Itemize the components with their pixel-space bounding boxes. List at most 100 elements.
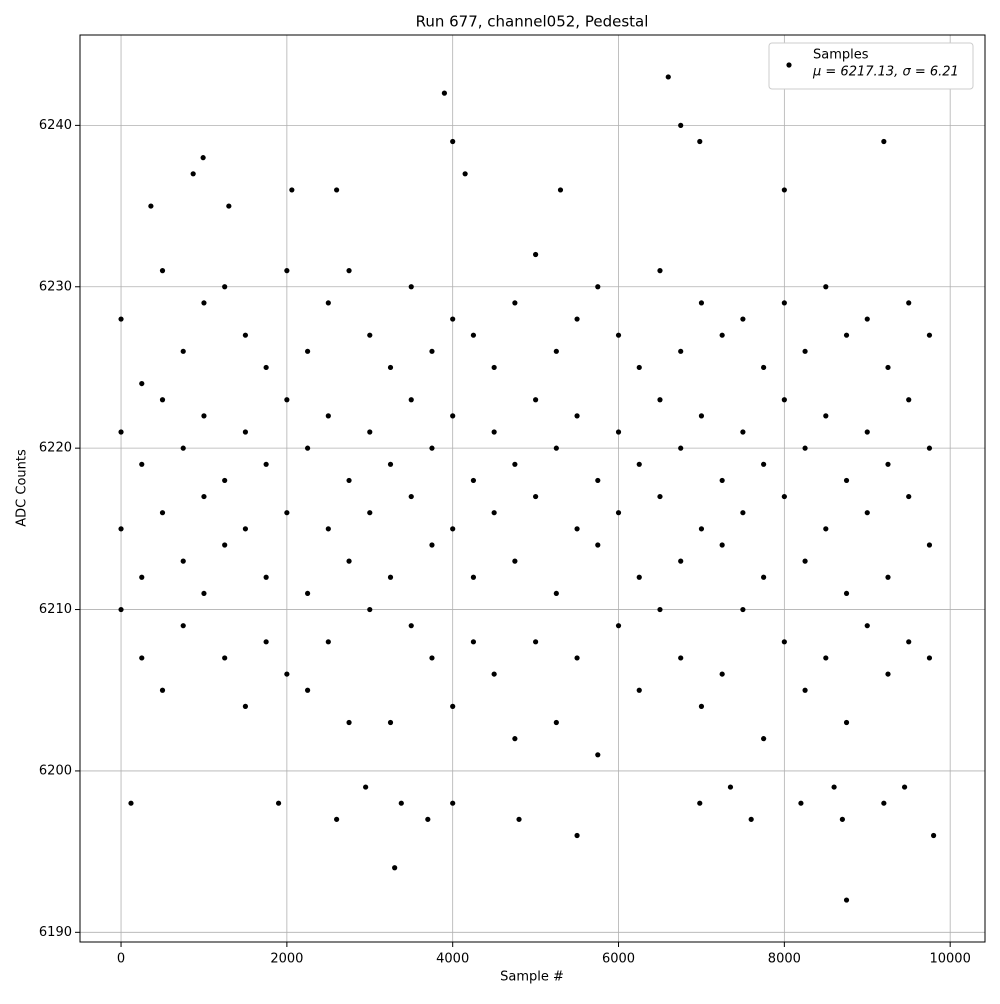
- point: [491, 671, 497, 677]
- point: [930, 832, 937, 839]
- legend-stats: μ = 6217.13, σ = 6.21: [812, 65, 959, 80]
- y-tick-label: 6240: [39, 118, 72, 133]
- point: [512, 558, 518, 564]
- point: [885, 574, 891, 580]
- point: [843, 719, 850, 726]
- point: [636, 574, 642, 580]
- point: [615, 510, 622, 516]
- point: [823, 526, 829, 532]
- point: [843, 477, 850, 484]
- point: [491, 510, 497, 516]
- point: [159, 510, 166, 516]
- point: [128, 800, 134, 806]
- point: [367, 429, 373, 435]
- point: [533, 639, 539, 645]
- point: [408, 284, 414, 290]
- point: [491, 364, 497, 371]
- point: [304, 687, 311, 693]
- y-tick-label: 6210: [39, 602, 72, 617]
- point: [574, 526, 580, 532]
- point: [408, 493, 414, 500]
- point: [719, 477, 725, 484]
- point: [748, 816, 754, 822]
- point: [242, 703, 249, 709]
- point: [263, 461, 269, 467]
- point: [398, 800, 404, 806]
- legend-label: Samples: [813, 48, 869, 63]
- point: [595, 542, 601, 548]
- point: [885, 461, 891, 467]
- point: [201, 413, 207, 419]
- point: [367, 606, 373, 613]
- point: [574, 316, 580, 322]
- point: [387, 574, 394, 580]
- legend-marker: [786, 62, 792, 68]
- point: [367, 332, 373, 338]
- point: [761, 574, 767, 580]
- point: [429, 348, 435, 354]
- point: [926, 445, 933, 451]
- point: [325, 300, 331, 306]
- point: [781, 187, 787, 193]
- point: [885, 364, 891, 371]
- point: [470, 332, 477, 338]
- point: [678, 558, 684, 564]
- point: [781, 397, 787, 403]
- point: [740, 606, 746, 613]
- point: [761, 736, 767, 742]
- point: [798, 800, 804, 806]
- point: [740, 429, 746, 435]
- point: [226, 203, 232, 209]
- point: [595, 284, 601, 290]
- legend-box: [768, 42, 974, 90]
- point: [553, 445, 559, 451]
- point: [557, 187, 564, 193]
- point: [881, 138, 887, 145]
- point: [881, 800, 887, 806]
- point: [441, 90, 448, 96]
- point: [727, 784, 734, 790]
- point: [823, 284, 829, 290]
- point: [284, 268, 290, 274]
- point: [450, 526, 456, 532]
- point: [470, 639, 477, 645]
- point: [843, 332, 850, 338]
- point: [139, 461, 145, 467]
- point: [263, 639, 269, 645]
- point: [201, 300, 207, 306]
- x-tick-label: 0: [117, 952, 125, 967]
- point: [533, 493, 539, 500]
- point: [118, 526, 124, 532]
- point: [823, 413, 829, 419]
- point: [470, 574, 477, 580]
- point: [190, 171, 196, 177]
- point: [698, 526, 705, 532]
- point: [636, 461, 642, 467]
- x-tick-label: 6000: [602, 952, 635, 967]
- point: [429, 542, 435, 548]
- point: [781, 493, 787, 500]
- point: [201, 493, 207, 500]
- point: [425, 816, 431, 822]
- point: [325, 639, 331, 645]
- point: [761, 364, 767, 371]
- point: [222, 284, 228, 290]
- y-tick-label: 6190: [39, 925, 72, 940]
- point: [363, 784, 369, 790]
- point: [222, 655, 228, 661]
- point: [334, 187, 340, 193]
- point: [802, 687, 808, 693]
- point: [180, 558, 186, 564]
- point: [595, 477, 601, 484]
- point: [595, 752, 601, 758]
- point: [346, 558, 352, 564]
- point: [698, 300, 705, 306]
- point: [901, 784, 908, 790]
- point: [802, 445, 808, 451]
- point: [719, 332, 725, 338]
- point: [180, 445, 186, 451]
- point: [139, 655, 145, 661]
- point: [615, 623, 622, 629]
- point: [284, 671, 290, 677]
